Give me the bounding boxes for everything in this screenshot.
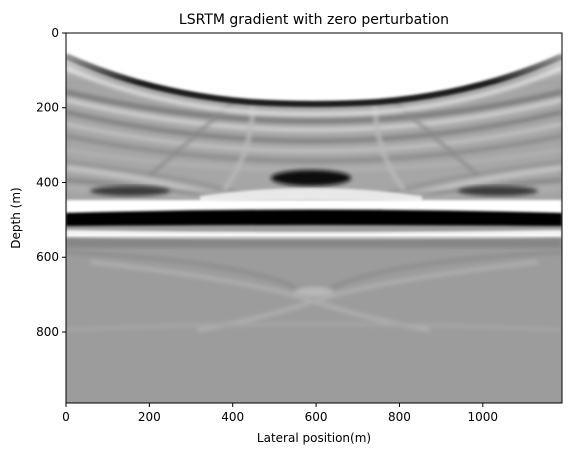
- dark-blob-center: [271, 170, 351, 186]
- x-tick-label: 200: [138, 410, 161, 424]
- diffraction-crossing: [294, 287, 334, 297]
- reflector-black-band: [66, 209, 562, 226]
- x-tick-label: 800: [388, 410, 411, 424]
- chart-title: LSRTM gradient with zero perturbation: [179, 12, 449, 28]
- near-surface-bright-rim: [66, 66, 562, 116]
- x-tick-label: 0: [62, 410, 70, 424]
- heatmap-image: [66, 33, 562, 403]
- dark-blob-left: [90, 186, 170, 196]
- y-tick-label: 800: [36, 325, 59, 339]
- x-axis-label: Lateral position(m): [257, 431, 371, 445]
- lower-diffraction-curves: [66, 250, 562, 332]
- y-tick-label: 400: [36, 175, 59, 189]
- near-surface-dark-edge: [66, 53, 562, 107]
- vertical-diffraction-curves: [149, 69, 479, 192]
- y-tick-label: 0: [51, 26, 59, 40]
- x-tick-label: 1000: [468, 410, 499, 424]
- y-tick-label: 600: [36, 250, 59, 264]
- x-axis: 0 200 400 600 800 1000: [62, 403, 498, 424]
- reflector-gray-band: [66, 238, 562, 248]
- y-axis: 0 200 400 600 800: [36, 26, 66, 339]
- bright-lens: [200, 188, 422, 202]
- y-axis-label: Depth (m): [9, 187, 23, 248]
- y-tick-label: 200: [36, 101, 59, 115]
- plot-frame: [65, 32, 563, 404]
- near-surface-fade: [66, 33, 562, 83]
- dark-blob-right: [458, 186, 538, 196]
- x-tick-label: 400: [221, 410, 244, 424]
- x-tick-label: 600: [305, 410, 328, 424]
